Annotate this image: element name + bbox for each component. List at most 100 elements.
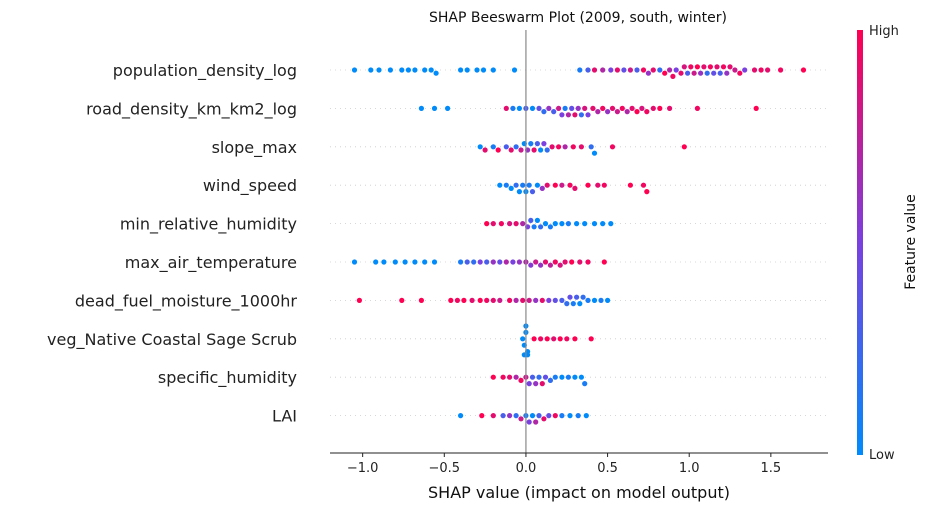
data-point (529, 105, 536, 111)
data-point (510, 105, 516, 111)
data-point (539, 297, 545, 303)
data-point (538, 147, 544, 153)
data-point (720, 64, 727, 70)
data-point (516, 259, 523, 265)
data-point (574, 294, 580, 300)
data-point (564, 336, 570, 342)
data-point (562, 259, 568, 265)
data-point (500, 374, 506, 380)
data-point (461, 297, 467, 303)
data-point (536, 105, 542, 111)
data-point (474, 67, 480, 73)
data-point (601, 182, 607, 188)
x-tick-label: −1.0 (347, 461, 379, 476)
data-point (621, 67, 627, 73)
data-point (562, 144, 568, 150)
data-point (526, 381, 532, 387)
data-point (609, 144, 616, 150)
data-point (464, 259, 470, 265)
data-point (464, 67, 470, 73)
data-point (533, 297, 539, 303)
data-point (688, 64, 694, 70)
data-point (520, 182, 526, 188)
data-point (526, 297, 532, 303)
data-point (503, 259, 509, 265)
x-axis-label: SHAP value (impact on model output) (428, 483, 730, 502)
data-point (518, 147, 524, 153)
data-point (500, 413, 506, 419)
data-point (541, 109, 547, 115)
data-point (508, 147, 514, 153)
data-point (520, 297, 526, 303)
feature-label: road_density_km_km2_log (86, 99, 297, 119)
data-point (559, 297, 565, 303)
data-point (582, 381, 588, 387)
data-point (575, 105, 581, 111)
data-point (495, 147, 501, 153)
data-point (549, 144, 555, 150)
data-point (557, 262, 563, 268)
data-point (727, 64, 733, 70)
colorbar-high-label: High (869, 24, 899, 39)
data-point (572, 374, 578, 380)
data-point (753, 105, 759, 111)
data-point (627, 67, 634, 73)
data-point (428, 67, 434, 73)
data-point (601, 259, 607, 265)
data-point (698, 70, 704, 76)
data-point (458, 259, 464, 265)
data-point (639, 105, 645, 111)
data-point (591, 297, 598, 303)
data-point (577, 301, 583, 307)
data-point (588, 336, 594, 342)
data-point (387, 67, 393, 73)
data-point (490, 413, 496, 419)
feature-label: min_relative_humidity (120, 215, 297, 235)
data-point (673, 67, 679, 73)
data-point (529, 189, 536, 195)
data-point (376, 67, 382, 73)
data-point (552, 297, 558, 303)
data-point (418, 105, 424, 111)
data-point (412, 259, 418, 265)
data-point (477, 297, 483, 303)
data-point (482, 147, 488, 153)
data-point (531, 147, 537, 153)
data-point (585, 112, 591, 118)
data-point (583, 413, 589, 419)
data-point (534, 217, 541, 223)
data-point (627, 182, 634, 188)
data-point (570, 144, 576, 150)
data-point (608, 221, 614, 227)
data-point (510, 259, 516, 265)
data-point (547, 262, 554, 268)
data-point (503, 144, 509, 150)
data-point (528, 217, 534, 223)
data-point (552, 221, 558, 227)
data-point (559, 413, 565, 419)
data-point (534, 141, 541, 147)
data-point (595, 109, 601, 115)
feature-label: slope_max (212, 138, 297, 158)
data-point (480, 67, 487, 73)
data-point (547, 377, 554, 383)
data-point (538, 262, 544, 268)
data-point (541, 416, 547, 422)
x-tick-label: 0.5 (597, 461, 618, 476)
data-point (531, 224, 537, 230)
data-point (445, 105, 451, 111)
data-point (422, 67, 428, 73)
data-point (513, 374, 519, 380)
data-point (497, 182, 503, 188)
data-point (546, 105, 552, 111)
data-point (614, 109, 621, 115)
data-point (578, 112, 585, 118)
data-point (614, 67, 621, 73)
data-point (629, 105, 635, 111)
data-point (704, 70, 710, 76)
data-point (600, 105, 606, 111)
data-point (431, 259, 438, 265)
data-point (490, 221, 496, 227)
data-point (694, 105, 701, 111)
data-point (513, 413, 519, 419)
